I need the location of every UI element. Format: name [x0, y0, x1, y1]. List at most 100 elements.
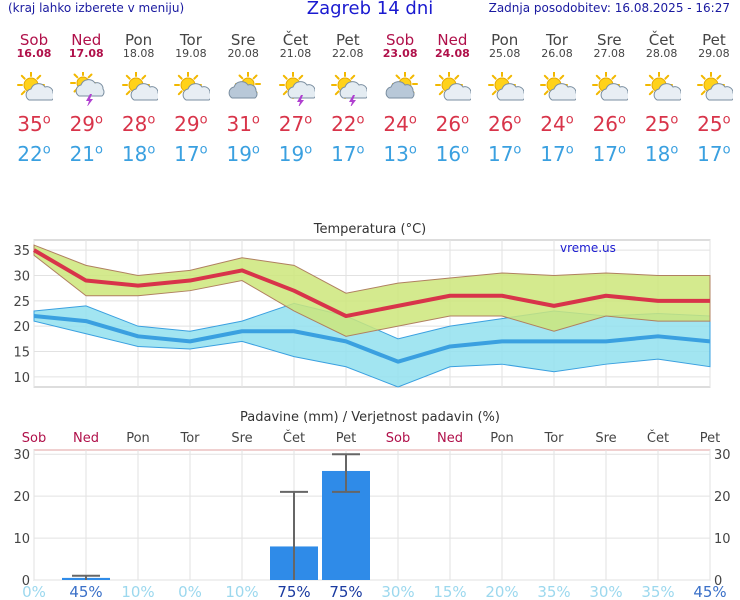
day-header: Pon 25.08	[479, 32, 531, 60]
max-temperature: 35o	[17, 112, 51, 136]
sun-cloud-icon	[592, 72, 629, 101]
day-tick-label: Čet	[647, 430, 669, 446]
day-tick-label: Ned	[73, 431, 99, 446]
y-tick-label-left: 0	[22, 574, 30, 589]
temperature-chart: Temperatura (°C) 10 15 20 25 30 35 vreme.us	[13, 222, 711, 388]
sun-cloud-icon	[540, 72, 576, 101]
sun-cloud-icon	[644, 72, 681, 101]
day-tick-label: Tor	[543, 431, 564, 446]
day-date: 27.08	[593, 47, 626, 60]
min-temperature: 18o	[121, 142, 156, 166]
probability-label: 75%	[277, 583, 310, 600]
day-name: Pon	[124, 31, 153, 49]
sun-cloud-icon	[17, 72, 53, 101]
day-name: Ned	[71, 31, 102, 49]
y-tick-label-right: 0	[714, 574, 722, 589]
precipitation-chart-title: Padavine (mm) / Verjetnost padavin (%)	[240, 410, 500, 425]
day-date: 29.08	[698, 47, 730, 60]
min-temperature: 17o	[174, 142, 208, 166]
y-tick-label: 25	[13, 295, 30, 310]
y-tick-label-right: 10	[714, 532, 731, 547]
probability-label: 15%	[433, 583, 466, 600]
sun-cloud-icon	[435, 72, 472, 101]
sun-cloud-icon	[173, 72, 210, 101]
day-tick-label: Pet	[336, 431, 356, 446]
day-header: Tor 19.08	[165, 32, 217, 60]
plot-area	[33, 449, 711, 581]
min-temperature: 17o	[592, 142, 626, 166]
day-name: Pet	[335, 31, 360, 49]
min-temperature: 17o	[331, 142, 365, 166]
day-header: Sob 16.08	[8, 32, 60, 60]
min-temperature: 19o	[278, 142, 313, 166]
y-tick-label: 15	[13, 346, 30, 361]
max-temperature: 27o	[278, 112, 313, 136]
day-date: 16.08	[16, 47, 52, 60]
day-header: Pet 29.08	[688, 32, 740, 60]
probability-label: 45%	[693, 583, 726, 600]
day-name: Sre	[597, 31, 622, 49]
probability-label: 10%	[225, 583, 258, 600]
max-temperature: 26o	[592, 112, 626, 136]
probability-label: 45%	[69, 583, 102, 600]
thunderstorm-icon	[70, 72, 105, 106]
day-date: 24.08	[434, 47, 470, 60]
day-header: Sre 27.08	[583, 32, 635, 60]
probability-label: 30%	[381, 583, 414, 600]
location-hint: (kraj lahko izberete v meniju)	[8, 1, 185, 15]
min-temperature-line	[33, 314, 711, 364]
day-date: 21.08	[279, 47, 312, 60]
day-tick-label: Ned	[437, 431, 463, 446]
y-tick-label-right: 20	[714, 490, 731, 505]
day-name: Čet	[648, 31, 675, 49]
max-temperature: 31o	[226, 112, 260, 136]
day-date: 20.08	[227, 47, 259, 60]
y-tick-label: 20	[13, 320, 30, 335]
max-temperature-band	[33, 244, 711, 337]
cloudy-icon	[228, 72, 262, 99]
y-tick-label-right: 30	[714, 448, 731, 463]
day-date: 23.08	[382, 47, 418, 60]
day-header: Pon 18.08	[113, 32, 165, 60]
day-name: Tor	[546, 31, 568, 49]
max-temperature: 26o	[487, 112, 522, 136]
day-header: Čet 28.08	[636, 32, 688, 60]
y-tick-label: 30	[13, 269, 30, 284]
watermark: vreme.us	[560, 241, 616, 255]
max-temperature: 24o	[383, 112, 417, 136]
max-temperature: 22o	[331, 112, 365, 136]
day-tick-label: Sob	[22, 431, 46, 446]
y-tick-label-left: 10	[13, 532, 30, 547]
probability-label: 30%	[589, 583, 622, 600]
probability-label: 35%	[641, 583, 674, 600]
page-title: Zagreb 14 dni	[306, 0, 434, 19]
min-temperature: 22o	[17, 142, 51, 166]
day-date: 25.08	[488, 47, 521, 60]
min-temperature: 17o	[697, 142, 731, 166]
max-temperature: 28o	[121, 112, 156, 136]
day-tick-label: Pon	[126, 431, 150, 446]
day-name: Pet	[702, 31, 726, 49]
day-name: Sob	[385, 31, 415, 49]
day-header: Ned 24.08	[426, 32, 478, 60]
day-name: Čet	[282, 31, 309, 49]
max-temperature: 26o	[435, 112, 470, 136]
day-header: Sre 20.08	[217, 32, 269, 60]
sun-cloud-icon	[487, 72, 524, 101]
probability-label: 10%	[121, 583, 154, 600]
precipitation-chart: Padavine (mm) / Verjetnost padavin (%) So…	[13, 410, 731, 600]
day-date: 17.08	[68, 47, 104, 60]
max-temperature: 25o	[644, 112, 679, 136]
last-updated: Zadnja posodobitev: 16.08.2025 - 16:27	[488, 1, 730, 15]
probability-label: 75%	[329, 583, 362, 600]
day-date: 18.08	[122, 47, 155, 60]
min-temperature: 13o	[383, 142, 417, 166]
day-date: 26.08	[541, 47, 573, 60]
day-tick-label: Sre	[595, 431, 616, 446]
day-date: 19.08	[175, 47, 207, 60]
day-header: Ned 17.08	[60, 32, 112, 60]
day-name: Sob	[19, 31, 49, 49]
probability-label: 0%	[22, 583, 46, 600]
temperature-chart-title: Temperatura (°C)	[313, 222, 426, 237]
